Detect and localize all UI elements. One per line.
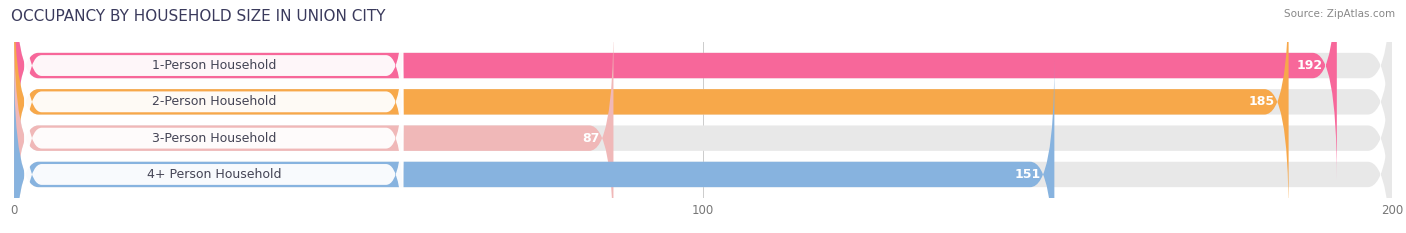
Text: 192: 192 xyxy=(1296,59,1323,72)
FancyBboxPatch shape xyxy=(14,0,1337,180)
FancyBboxPatch shape xyxy=(14,0,1392,180)
Text: 3-Person Household: 3-Person Household xyxy=(152,132,276,145)
FancyBboxPatch shape xyxy=(14,24,613,233)
FancyBboxPatch shape xyxy=(14,60,1392,233)
Text: Source: ZipAtlas.com: Source: ZipAtlas.com xyxy=(1284,9,1395,19)
Text: 185: 185 xyxy=(1249,95,1275,108)
Text: 1-Person Household: 1-Person Household xyxy=(152,59,276,72)
FancyBboxPatch shape xyxy=(24,0,404,146)
Text: 151: 151 xyxy=(1014,168,1040,181)
FancyBboxPatch shape xyxy=(14,0,1392,216)
FancyBboxPatch shape xyxy=(14,60,1054,233)
FancyBboxPatch shape xyxy=(24,94,404,233)
Text: OCCUPANCY BY HOUSEHOLD SIZE IN UNION CITY: OCCUPANCY BY HOUSEHOLD SIZE IN UNION CIT… xyxy=(11,9,385,24)
FancyBboxPatch shape xyxy=(24,58,404,219)
Text: 87: 87 xyxy=(582,132,599,145)
Text: 2-Person Household: 2-Person Household xyxy=(152,95,276,108)
FancyBboxPatch shape xyxy=(24,21,404,182)
Text: 4+ Person Household: 4+ Person Household xyxy=(146,168,281,181)
FancyBboxPatch shape xyxy=(14,0,1289,216)
FancyBboxPatch shape xyxy=(14,24,1392,233)
